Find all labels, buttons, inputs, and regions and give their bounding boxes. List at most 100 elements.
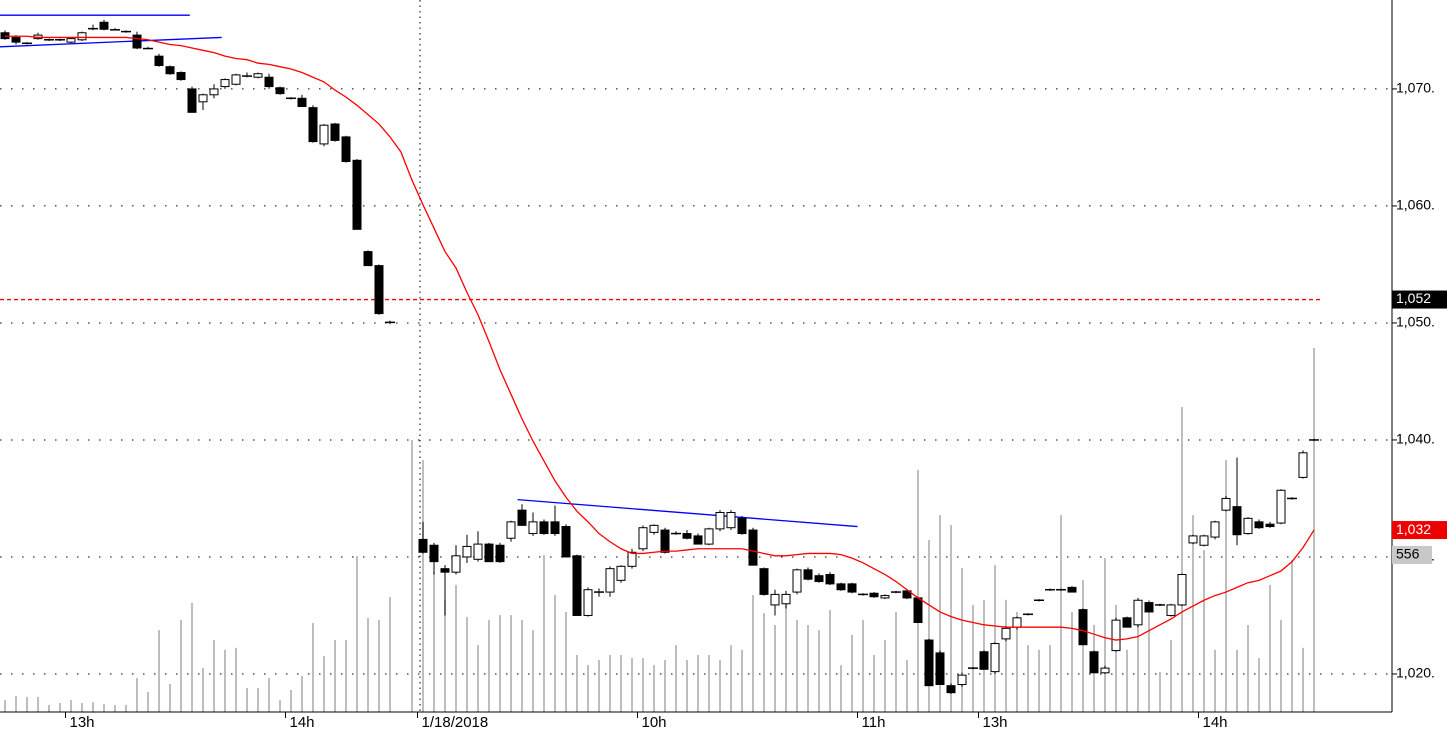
x-tick-label: 10h bbox=[642, 714, 667, 731]
trend-line bbox=[517, 498, 858, 528]
candle-body bbox=[847, 583, 857, 593]
candle-body bbox=[770, 593, 780, 606]
candle-body bbox=[198, 94, 208, 103]
candle-body bbox=[781, 593, 791, 605]
y-tick-label: 1,040. bbox=[1396, 431, 1435, 447]
candle-body bbox=[539, 521, 549, 535]
candle-body bbox=[506, 521, 516, 539]
candle-body bbox=[627, 551, 637, 567]
candle-body bbox=[297, 97, 307, 107]
candle-body bbox=[1133, 599, 1143, 626]
candle-body bbox=[1012, 617, 1022, 628]
candle-body bbox=[1001, 627, 1011, 640]
candle-body bbox=[484, 543, 494, 563]
candle-body bbox=[11, 36, 21, 43]
candle-body bbox=[1078, 609, 1088, 646]
x-tick-label: 14h bbox=[290, 714, 315, 731]
candle-body bbox=[583, 589, 593, 616]
candle-body bbox=[176, 72, 186, 81]
candle-body bbox=[330, 123, 340, 141]
y-tick-label: 1,020. bbox=[1396, 665, 1435, 681]
candle-body bbox=[99, 21, 109, 30]
price-tag-label: 556 bbox=[1396, 546, 1420, 562]
candle-body bbox=[825, 574, 835, 585]
candle-body bbox=[737, 517, 747, 535]
candle-body bbox=[1199, 535, 1209, 546]
candle-body bbox=[363, 251, 373, 267]
candle-body bbox=[77, 32, 87, 41]
candle-body bbox=[682, 533, 692, 539]
candle-body bbox=[374, 265, 384, 315]
candle-body bbox=[913, 597, 923, 623]
candle-body bbox=[154, 55, 164, 67]
candle-body bbox=[1276, 489, 1286, 524]
x-tick-label: 13h bbox=[70, 714, 95, 731]
candle-body bbox=[1177, 574, 1187, 606]
candle-body bbox=[517, 509, 527, 526]
candle-body bbox=[451, 555, 461, 573]
y-tick-label: 1,070. bbox=[1396, 80, 1435, 96]
candle-body bbox=[1243, 517, 1253, 535]
plot-area bbox=[0, 14, 1392, 712]
candle-body bbox=[440, 568, 450, 573]
candle-body bbox=[979, 651, 989, 670]
candle-body bbox=[572, 555, 582, 616]
candle-body bbox=[605, 568, 615, 593]
candle-body bbox=[616, 565, 626, 581]
candle-body bbox=[704, 528, 714, 545]
candle-body bbox=[187, 88, 197, 113]
candle-body bbox=[946, 685, 956, 694]
candle-body bbox=[814, 575, 824, 583]
candle-body bbox=[473, 543, 483, 560]
candle-body bbox=[550, 521, 560, 535]
candle-body bbox=[429, 544, 439, 563]
candle-body bbox=[231, 74, 241, 85]
candle-body bbox=[1067, 586, 1077, 593]
price-tag-label: 1,032 bbox=[1396, 521, 1431, 537]
candle-body bbox=[341, 136, 351, 162]
candle-body bbox=[748, 529, 758, 566]
x-tick-label: 14h bbox=[1203, 714, 1228, 731]
candle-body bbox=[836, 583, 846, 591]
candle-body bbox=[319, 124, 329, 145]
candle-body bbox=[660, 529, 670, 553]
candle-body bbox=[495, 544, 505, 563]
candle-body bbox=[726, 511, 736, 529]
candle-body bbox=[352, 159, 362, 230]
candle-body bbox=[924, 639, 934, 687]
candle-body bbox=[902, 590, 912, 599]
trend-line bbox=[0, 36, 222, 48]
candle-body bbox=[1298, 452, 1308, 478]
candle-body bbox=[253, 73, 263, 78]
candle-body bbox=[803, 569, 813, 580]
candle-body bbox=[792, 569, 802, 593]
x-tick-label: 1/18/2018 bbox=[422, 714, 489, 731]
candle-body bbox=[1100, 667, 1110, 674]
candle-body bbox=[1144, 602, 1154, 613]
candle-body bbox=[869, 592, 879, 598]
candle-body bbox=[1111, 619, 1121, 652]
candle-body bbox=[220, 79, 230, 88]
candle-body bbox=[649, 524, 659, 533]
candle-body bbox=[418, 538, 428, 553]
price-tag bbox=[1392, 521, 1447, 540]
candle-body bbox=[957, 674, 967, 686]
candle-body bbox=[1166, 604, 1176, 616]
candle-body bbox=[759, 568, 769, 595]
candle-body bbox=[1210, 521, 1220, 538]
candle-body bbox=[935, 652, 945, 686]
candle-body bbox=[990, 643, 1000, 673]
candle-body bbox=[561, 526, 571, 558]
candle-body bbox=[165, 66, 175, 75]
candle-body bbox=[528, 521, 538, 535]
candle-body bbox=[1122, 617, 1132, 628]
candle-body bbox=[209, 88, 219, 96]
candle-body bbox=[308, 107, 318, 143]
candle-body bbox=[715, 511, 725, 530]
x-tick-label: 11h bbox=[862, 714, 886, 731]
candle-body bbox=[638, 527, 648, 550]
candle-body bbox=[1221, 497, 1231, 511]
candle-body bbox=[880, 595, 890, 599]
